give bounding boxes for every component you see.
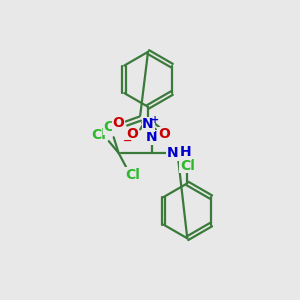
Text: N: N xyxy=(146,130,158,144)
Text: Cl: Cl xyxy=(180,159,195,173)
Text: O: O xyxy=(158,127,170,141)
Text: H: H xyxy=(179,145,191,159)
Text: H: H xyxy=(159,128,170,142)
Text: +: + xyxy=(151,115,159,124)
Text: −: − xyxy=(123,136,132,146)
Text: Cl: Cl xyxy=(92,128,106,142)
Text: Cl: Cl xyxy=(103,120,118,134)
Text: O: O xyxy=(126,127,138,141)
Text: Cl: Cl xyxy=(125,167,140,182)
Text: N: N xyxy=(167,146,178,160)
Text: O: O xyxy=(113,116,124,130)
Text: N: N xyxy=(142,118,154,131)
